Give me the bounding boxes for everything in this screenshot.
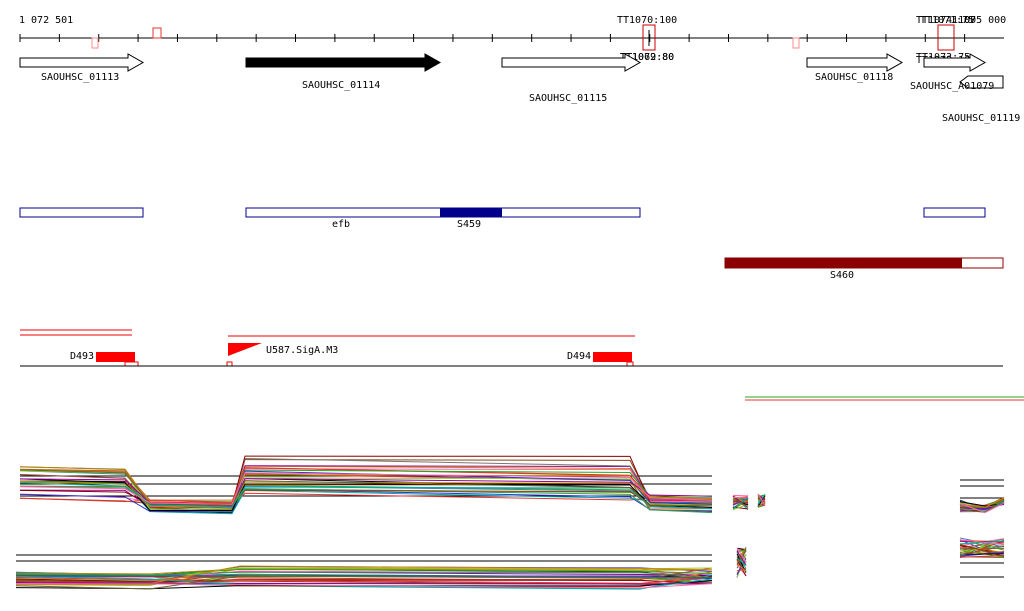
gene-label: SAOUHSC_01115 bbox=[529, 93, 607, 104]
region bbox=[923, 207, 986, 218]
gene-label: SAOUHSC_01113 bbox=[41, 72, 119, 83]
expression-bit bbox=[959, 545, 1005, 555]
ruler-start: 1 072 501 bbox=[19, 15, 73, 26]
gene-arrow bbox=[959, 75, 1004, 89]
gene-label: SAOUHSC_01118 bbox=[815, 72, 893, 83]
terminator-label: TT1070:100 bbox=[617, 15, 677, 26]
expression-line bbox=[15, 583, 713, 589]
segment-mark bbox=[124, 361, 139, 367]
segment bbox=[593, 352, 632, 362]
ruler bbox=[19, 34, 1004, 42]
expression-bit bbox=[736, 549, 747, 553]
expression-bit bbox=[732, 496, 749, 499]
gene-arrow bbox=[19, 53, 145, 72]
expression-line bbox=[19, 482, 713, 510]
segment-label: D493 bbox=[70, 351, 94, 362]
segment-mark bbox=[626, 361, 634, 367]
expression-bit bbox=[757, 493, 766, 506]
expression-bit bbox=[732, 497, 749, 510]
gene-label: SAOUHSC_01119 bbox=[942, 113, 1020, 124]
region bbox=[19, 207, 144, 218]
expression-bit bbox=[959, 545, 1005, 555]
gene-label: SAOUHSC_01114 bbox=[302, 80, 380, 91]
segment-label: U587.SigA.M3 bbox=[266, 345, 338, 356]
expression-bit bbox=[959, 502, 1005, 514]
expression-profiles bbox=[15, 455, 1005, 590]
gene-label: SAOUHSC_A01079 bbox=[910, 81, 994, 92]
expression-bit bbox=[736, 563, 747, 572]
expression-line bbox=[15, 575, 713, 590]
gene-arrow bbox=[923, 53, 987, 72]
promoter-flag bbox=[228, 343, 262, 356]
terminator-box bbox=[937, 24, 955, 51]
expression-bit bbox=[736, 547, 747, 563]
expression-bit bbox=[959, 497, 1005, 508]
expression-bit bbox=[959, 554, 1005, 558]
segment bbox=[96, 352, 135, 362]
gene-arrow bbox=[806, 53, 904, 72]
marker bbox=[792, 37, 800, 49]
terminator-label: TT1069:80 bbox=[620, 52, 674, 63]
region-label: S460 bbox=[830, 270, 854, 281]
expression-line bbox=[15, 576, 713, 584]
segment-label: D494 bbox=[567, 351, 591, 362]
region-highlight bbox=[440, 208, 502, 217]
expression-line bbox=[19, 469, 713, 507]
expression-bit bbox=[736, 557, 747, 566]
expression-bit bbox=[736, 551, 747, 570]
expression-bit bbox=[736, 558, 747, 576]
region-label: S459 bbox=[457, 219, 481, 230]
ruler-end: 1 075 000 bbox=[952, 15, 1006, 26]
expression-line bbox=[19, 467, 713, 504]
expression-bit bbox=[736, 549, 747, 565]
expression-line bbox=[15, 582, 713, 585]
marker bbox=[91, 37, 99, 49]
terminator-box bbox=[642, 24, 656, 51]
expression-bit bbox=[959, 545, 1005, 551]
terminator-label: TT1072:80 bbox=[620, 52, 674, 63]
expression-line bbox=[15, 568, 713, 576]
gene-arrow bbox=[245, 53, 442, 72]
expression-bit bbox=[732, 497, 749, 509]
segment-mark bbox=[226, 361, 233, 367]
marker bbox=[152, 27, 162, 39]
expression-bit bbox=[959, 539, 1005, 545]
region-highlight bbox=[725, 258, 962, 268]
expression-line bbox=[19, 472, 713, 505]
terminator-label: TT1071:75 bbox=[920, 15, 974, 26]
gene-arrow bbox=[501, 53, 642, 72]
terminator-label: TT1074:100 bbox=[916, 15, 976, 26]
expression-bit bbox=[736, 550, 747, 566]
region-label: efb bbox=[332, 219, 350, 230]
